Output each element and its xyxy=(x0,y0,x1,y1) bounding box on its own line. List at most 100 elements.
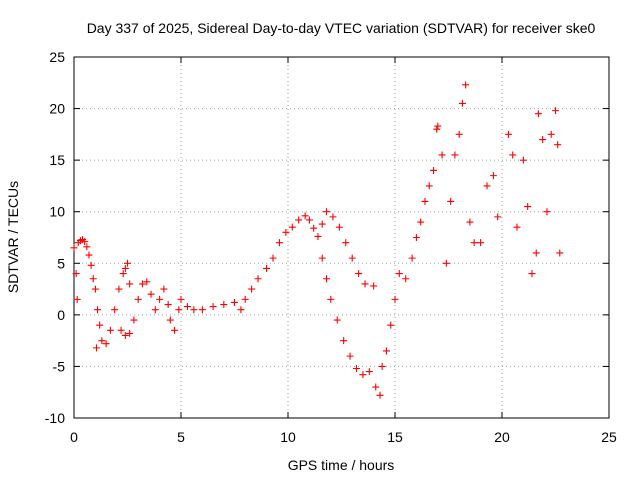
data-point xyxy=(190,306,198,314)
data-point xyxy=(134,295,142,303)
data-point xyxy=(310,224,318,232)
data-point xyxy=(121,331,129,339)
data-point xyxy=(329,213,337,221)
data-point xyxy=(543,208,551,216)
data-point xyxy=(318,254,326,262)
data-point xyxy=(355,270,363,278)
data-point xyxy=(314,232,322,240)
data-point xyxy=(438,151,446,159)
data-point xyxy=(164,301,172,309)
data-point xyxy=(447,197,455,205)
x-tick-label: 0 xyxy=(70,429,78,445)
data-point xyxy=(408,254,416,262)
axis-ticks xyxy=(73,56,610,419)
data-point xyxy=(231,298,238,306)
data-point xyxy=(269,254,277,262)
data-point xyxy=(462,81,470,89)
data-point xyxy=(87,261,95,269)
data-point xyxy=(387,321,395,329)
plot-area-frame xyxy=(73,56,610,419)
data-point xyxy=(361,280,369,288)
data-point xyxy=(552,107,559,115)
data-point xyxy=(94,306,102,314)
y-tick-label: -10 xyxy=(45,410,65,426)
data-point xyxy=(534,110,542,118)
data-point xyxy=(237,306,245,314)
data-point xyxy=(365,368,373,376)
data-point xyxy=(477,239,485,247)
data-point xyxy=(434,122,442,130)
data-point xyxy=(73,295,81,303)
y-tick-label: 5 xyxy=(57,255,65,271)
data-point xyxy=(519,156,527,164)
data-point xyxy=(275,239,283,247)
data-point xyxy=(126,280,134,288)
y-tick-label: 10 xyxy=(49,204,65,220)
data-point xyxy=(156,295,164,303)
y-tick-label: 0 xyxy=(57,307,65,323)
data-point xyxy=(372,383,380,391)
data-point xyxy=(305,216,313,224)
data-point xyxy=(509,151,517,159)
data-point xyxy=(85,251,93,259)
data-point xyxy=(198,306,206,314)
data-point xyxy=(494,213,502,221)
data-point xyxy=(106,326,114,334)
data-point xyxy=(318,220,326,228)
data-point xyxy=(556,249,564,257)
data-point xyxy=(248,285,256,293)
data-point xyxy=(417,218,425,226)
data-point xyxy=(395,270,403,278)
data-point xyxy=(220,301,228,309)
data-point xyxy=(183,303,191,311)
data-point xyxy=(121,264,129,272)
data-point xyxy=(96,321,104,329)
data-point xyxy=(175,306,183,314)
data-point xyxy=(111,306,119,314)
data-point xyxy=(524,203,532,211)
data-point xyxy=(254,275,262,283)
data-point xyxy=(451,151,459,159)
data-point xyxy=(528,270,536,278)
data-point xyxy=(171,326,179,334)
y-tick-label: 25 xyxy=(49,49,65,65)
x-tick-label: 25 xyxy=(601,429,617,445)
data-point xyxy=(147,290,155,298)
data-point xyxy=(458,99,466,107)
data-point xyxy=(115,285,123,293)
data-point xyxy=(83,243,91,251)
y-tick-label: -5 xyxy=(53,358,66,374)
data-point xyxy=(513,223,521,231)
data-point xyxy=(370,282,378,290)
data-point xyxy=(352,364,360,372)
data-point xyxy=(117,326,125,334)
y-tick-label: 15 xyxy=(49,152,65,168)
chart-title: Day 337 of 2025, Sidereal Day-to-day VTE… xyxy=(87,20,596,36)
data-point xyxy=(89,275,97,283)
data-point xyxy=(295,216,303,224)
data-point xyxy=(327,295,335,303)
data-point xyxy=(425,182,433,190)
data-point xyxy=(138,280,146,288)
data-point xyxy=(342,239,350,247)
x-axis-label: GPS time / hours xyxy=(288,457,395,473)
data-point xyxy=(241,295,249,303)
data-point xyxy=(359,371,367,379)
data-point xyxy=(288,223,296,231)
y-axis-tick-labels: -10 -5 0 5 10 15 20 25 xyxy=(45,49,65,426)
data-point xyxy=(160,285,168,293)
data-point xyxy=(130,316,138,324)
data-point xyxy=(455,130,463,138)
data-point xyxy=(547,130,555,138)
data-point xyxy=(382,347,390,355)
data-point xyxy=(209,303,217,311)
data-point xyxy=(430,166,438,174)
data-point xyxy=(301,212,309,220)
data-point xyxy=(72,270,80,278)
x-tick-label: 5 xyxy=(177,429,185,445)
data-point xyxy=(323,208,331,216)
data-point xyxy=(98,337,106,345)
data-point xyxy=(143,278,151,286)
x-axis-tick-labels: 0 5 10 15 20 25 xyxy=(70,429,617,445)
